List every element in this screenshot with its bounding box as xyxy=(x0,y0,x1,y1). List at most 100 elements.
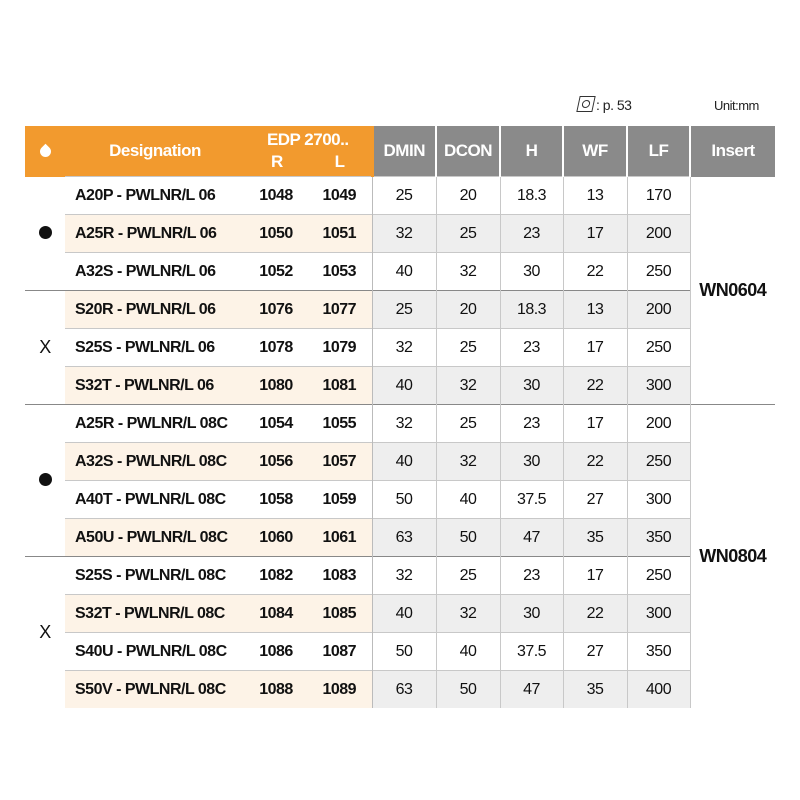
h-cell: 37.5 xyxy=(499,632,564,671)
h-cell: 30 xyxy=(499,594,564,633)
dmin-cell: 40 xyxy=(371,366,437,405)
edp-r-cell: 1082 xyxy=(245,556,307,595)
lf-cell: 400 xyxy=(626,670,691,708)
edp-r-cell: 1084 xyxy=(245,594,307,633)
x-mark: X xyxy=(25,290,65,405)
dcon-cell: 20 xyxy=(435,176,501,215)
dmin-cell: 63 xyxy=(371,670,437,708)
designation-cell: A32S - PWLNR/L 08C xyxy=(65,442,245,481)
droplet-icon xyxy=(37,143,53,160)
table-row: A25R - PWLNR/L 08C 1054 1055 32 25 23 17 200 WN0… xyxy=(25,404,776,708)
designation-cell: S25S - PWLNR/L 06 xyxy=(65,328,245,367)
h-cell: 30 xyxy=(499,442,564,481)
h-cell: 18.3 xyxy=(499,176,564,215)
insert-header: Insert xyxy=(689,126,776,177)
dcon-cell: 50 xyxy=(435,670,501,708)
coolant-header xyxy=(25,126,65,177)
edp-r-cell: 1060 xyxy=(245,518,307,557)
edp-r-cell: 1050 xyxy=(245,214,307,253)
edp-l-cell: 1085 xyxy=(307,594,373,633)
lf-cell: 200 xyxy=(626,290,691,329)
table-row: X S20R - PWLNR/L 06 1076 1077 25 20 18.3 13 200 xyxy=(25,290,775,405)
edp-l-cell: 1059 xyxy=(307,480,373,519)
dmin-cell: 40 xyxy=(371,252,437,291)
lf-cell: 250 xyxy=(626,442,691,481)
wf-cell: 22 xyxy=(562,366,628,405)
designation-header: Designation xyxy=(65,126,245,177)
dmin-cell: 32 xyxy=(371,404,437,443)
dcon-cell: 32 xyxy=(435,594,501,633)
lf-cell: 250 xyxy=(626,328,691,367)
edp-l-cell: 1079 xyxy=(307,328,373,367)
wf-cell: 27 xyxy=(562,632,628,671)
recommended-dot-icon xyxy=(25,177,65,291)
designation-cell: S20R - PWLNR/L 06 xyxy=(65,290,245,329)
wf-cell: 17 xyxy=(562,404,628,443)
table-row: A50U - PWLNR/L 08C 1060 1061 63 50 47 35 350 xyxy=(25,518,775,557)
edp-r-cell: 1052 xyxy=(245,252,307,291)
designation-cell: S40U - PWLNR/L 08C xyxy=(65,632,245,671)
dcon-cell: 25 xyxy=(435,328,501,367)
wf-cell: 17 xyxy=(562,214,628,253)
dmin-cell: 40 xyxy=(371,594,437,633)
edp-r-cell: 1048 xyxy=(245,176,307,215)
designation-cell: S25S - PWLNR/L 08C xyxy=(65,556,245,595)
table-row: A25R - PWLNR/L 06 1050 1051 32 25 23 17 200 xyxy=(25,214,775,253)
table-row: X S25S - PWLNR/L 08C 1082 1083 32 25 23 17 250 xyxy=(25,556,775,708)
table-row: S25S - PWLNR/L 06 1078 1079 32 25 23 17 250 xyxy=(25,328,775,367)
tool-table: Designation EDP 2700.. R L DMIN DCON H W… xyxy=(25,126,776,708)
dcon-cell: 32 xyxy=(435,252,501,291)
h-cell: 47 xyxy=(499,670,564,708)
designation-cell: A20P - PWLNR/L 06 xyxy=(65,176,245,215)
lf-cell: 200 xyxy=(626,404,691,443)
edp-r-cell: 1054 xyxy=(245,404,307,443)
edp-l-cell: 1081 xyxy=(307,366,373,405)
edp-l-label: L xyxy=(334,152,345,171)
edp-l-cell: 1057 xyxy=(307,442,373,481)
x-label: X xyxy=(39,337,51,357)
edp-r-cell: 1078 xyxy=(245,328,307,367)
table-row: S32T - PWLNR/L 06 1080 1081 40 32 30 22 300 xyxy=(25,366,775,405)
edp-r-cell: 1058 xyxy=(245,480,307,519)
dmin-cell: 32 xyxy=(371,214,437,253)
edp-header: EDP 2700.. R L xyxy=(245,126,373,177)
edp-r-cell: 1080 xyxy=(245,366,307,405)
edp-l-cell: 1087 xyxy=(307,632,373,671)
insert-reference-icon xyxy=(576,96,596,112)
wf-cell: 13 xyxy=(562,176,628,215)
dcon-cell: 32 xyxy=(435,442,501,481)
unit-label: Unit:mm xyxy=(714,98,759,113)
table-row: S50V - PWLNR/L 08C 1088 1089 63 50 47 35 400 xyxy=(25,670,775,708)
edp-label: EDP 2700.. xyxy=(266,130,349,149)
header-row: Designation EDP 2700.. R L DMIN DCON H W… xyxy=(25,126,776,177)
lf-cell: 250 xyxy=(626,252,691,291)
h-cell: 30 xyxy=(499,252,564,291)
dmin-cell: 32 xyxy=(371,328,437,367)
dot-icon xyxy=(38,473,52,486)
designation-cell: S32T - PWLNR/L 06 xyxy=(65,366,245,405)
dcon-cell: 40 xyxy=(435,480,501,519)
h-header: H xyxy=(499,126,564,177)
edp-sub: R L xyxy=(245,151,371,173)
wf-cell: 17 xyxy=(562,328,628,367)
wf-cell: 22 xyxy=(562,594,628,633)
h-cell: 23 xyxy=(499,214,564,253)
wf-cell: 35 xyxy=(562,518,628,557)
lf-header: LF xyxy=(626,126,691,177)
h-cell: 23 xyxy=(499,556,564,595)
designation-cell: A25R - PWLNR/L 06 xyxy=(65,214,245,253)
table-row: S32T - PWLNR/L 08C 1084 1085 40 32 30 22 300 xyxy=(25,594,775,633)
table-row: A40T - PWLNR/L 08C 1058 1059 50 40 37.5 27 300 xyxy=(25,480,775,519)
x-mark: X xyxy=(25,556,65,708)
h-cell: 23 xyxy=(499,328,564,367)
insert-cell: WN0804 xyxy=(689,404,776,708)
edp-r-label: R xyxy=(270,152,283,171)
designation-cell: S32T - PWLNR/L 08C xyxy=(65,594,245,633)
dcon-cell: 50 xyxy=(435,518,501,557)
dmin-header: DMIN xyxy=(370,126,437,177)
table-row: A32S - PWLNR/L 06 1052 1053 40 32 30 22 250 xyxy=(25,252,775,291)
lf-cell: 300 xyxy=(626,480,691,519)
wf-cell: 22 xyxy=(562,252,628,291)
edp-r-cell: 1056 xyxy=(245,442,307,481)
edp-l-cell: 1055 xyxy=(307,404,373,443)
